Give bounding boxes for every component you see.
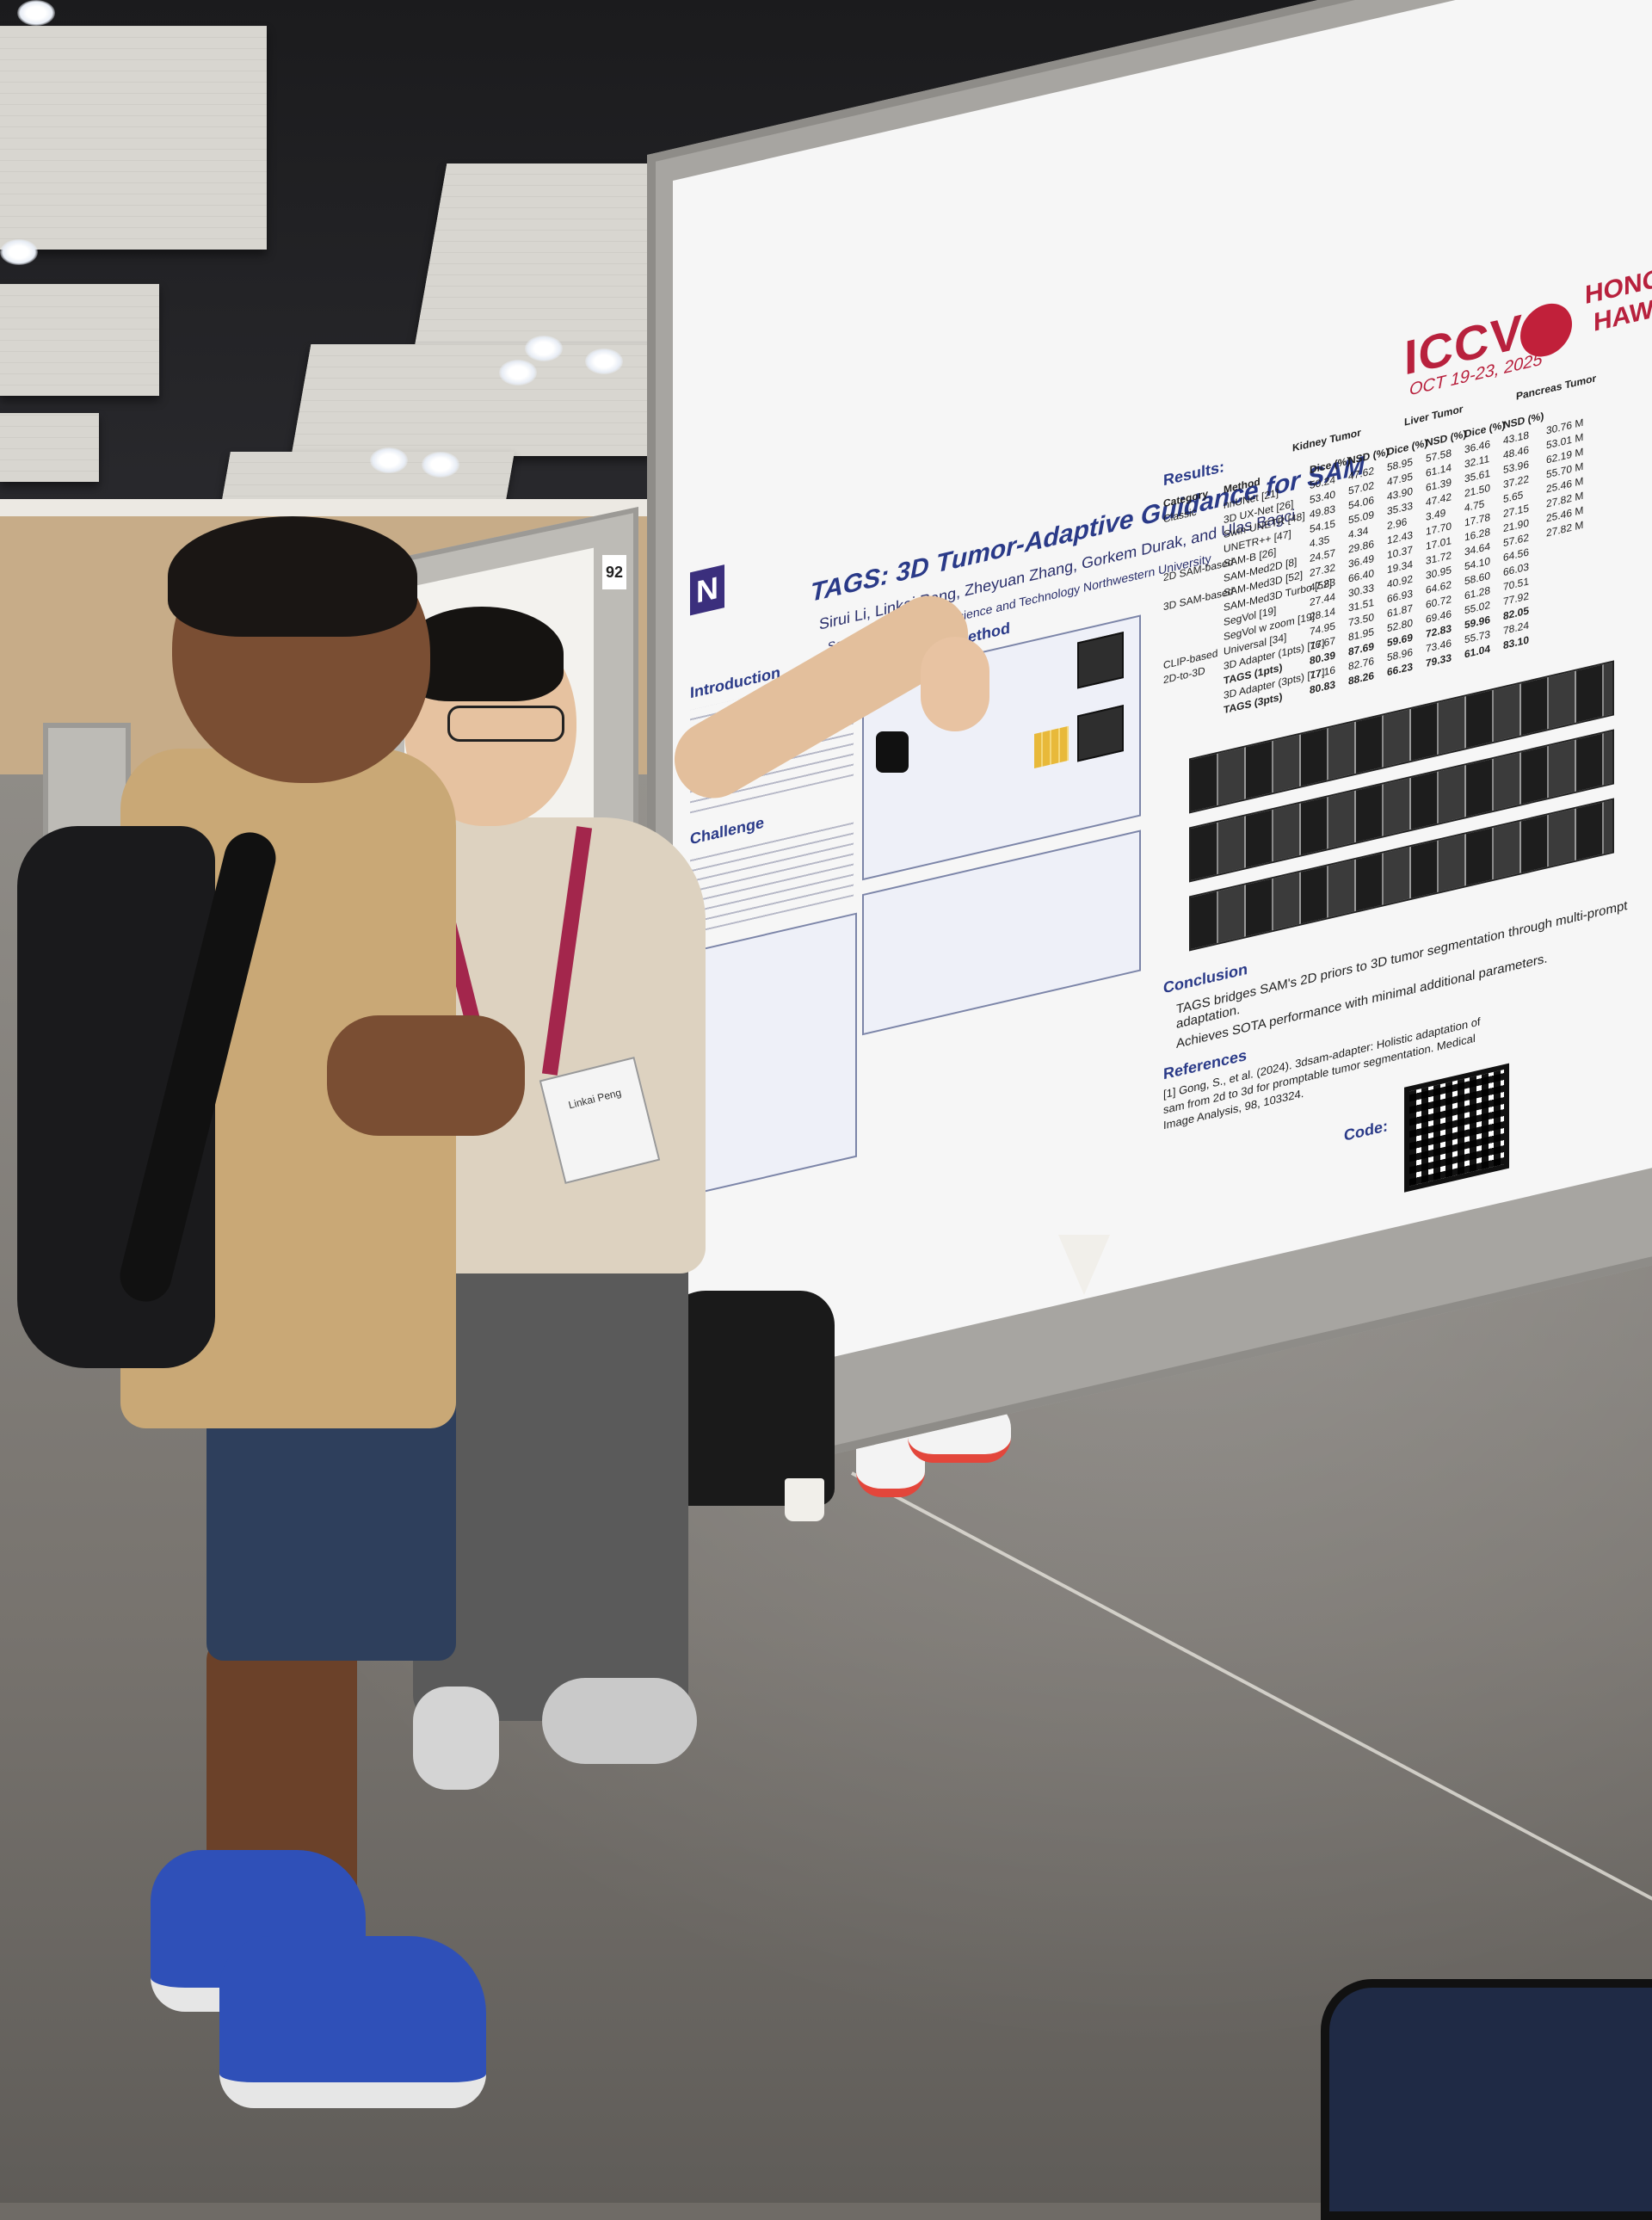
ceiling-panel [0, 26, 267, 250]
table-cell: 37.22 [1503, 472, 1530, 491]
table-cell: 2.96 [1387, 515, 1408, 533]
table-cell: 47.42 [1426, 490, 1452, 509]
table-cell: 21.50 [1464, 481, 1491, 500]
ceiling-light [499, 360, 537, 385]
ceiling-light [370, 447, 408, 473]
ceiling-panel [0, 413, 99, 482]
glasses-icon [447, 706, 564, 742]
table-column-header: Dice (%) [1464, 418, 1506, 441]
listener-shoe [219, 1936, 486, 2108]
table-cell: 4.34 [1348, 524, 1369, 541]
corner-bag [1321, 1979, 1652, 2220]
floor-cup [785, 1478, 824, 1521]
table-group-header: Pancreas Tumor [1516, 372, 1597, 403]
results-table: Category Method Dice (%) NSD (%) Dice (%) NSD… [1163, 386, 1645, 716]
qr-code-icon[interactable] [1404, 1063, 1509, 1193]
section-code: Code: [1344, 1117, 1388, 1144]
ceiling-light [422, 452, 459, 478]
conference-city: HONOLULU HAWAII [1533, 248, 1652, 352]
university-logo: N [690, 564, 724, 616]
table-column-header: NSD (%) [1426, 428, 1467, 449]
table-cell: 80.83 [1310, 678, 1336, 697]
listener-hair [168, 516, 417, 637]
table-cell: 35.33 [1387, 499, 1414, 518]
table-column-header: NSD (%) [1348, 445, 1390, 467]
method-diagram-left [690, 912, 857, 1196]
table-cell: 55.09 [1348, 508, 1375, 527]
table-cell: 79.33 [1426, 651, 1452, 669]
floor-backpack [663, 1291, 835, 1506]
ceiling-light [585, 348, 623, 374]
ceiling-light [0, 239, 38, 265]
smartwatch-icon [876, 731, 909, 773]
presenter-shoe [413, 1687, 499, 1790]
presenter-pants [413, 1239, 688, 1721]
ceiling-panel [0, 284, 159, 396]
table-column-header: Dice (%) [1387, 436, 1428, 459]
table-cell: 54.15 [1310, 517, 1336, 536]
ceiling-light [525, 336, 563, 361]
table-cell: 3.49 [1426, 506, 1446, 523]
presenter-shoe [542, 1678, 697, 1764]
listener-crossed-arms [327, 1015, 525, 1136]
ceiling-light [17, 0, 55, 26]
presenter-hand [921, 637, 989, 731]
table-cell: 88.26 [1348, 669, 1375, 688]
table-cell: 5.65 [1503, 488, 1524, 506]
table-cell: 4.35 [1310, 533, 1330, 551]
table-cell: 66.23 [1387, 660, 1414, 679]
table-column-header: NSD (%) [1503, 410, 1544, 432]
table-cell: 61.04 [1464, 642, 1491, 661]
table-group-header: Kidney Tumor [1292, 426, 1361, 454]
table-cell: 4.75 [1464, 497, 1485, 515]
board-number: 92 [602, 555, 626, 589]
table-cell: 83.10 [1503, 633, 1530, 652]
table-group-header: Liver Tumor [1404, 402, 1464, 429]
